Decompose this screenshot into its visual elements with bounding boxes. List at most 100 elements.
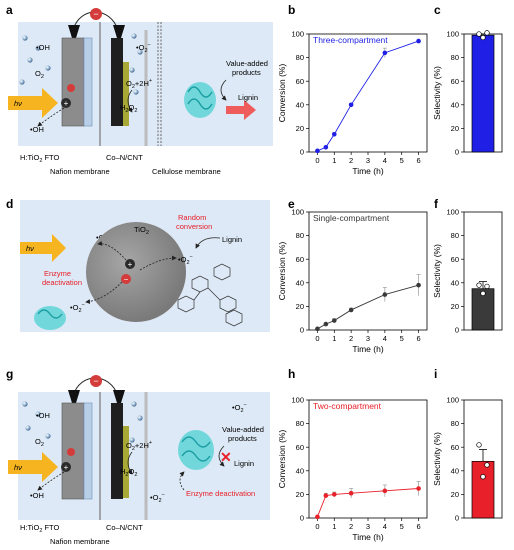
panel-label-h: h	[288, 367, 295, 381]
x-tick-label: 2	[349, 522, 353, 531]
y-tick-label: 40	[296, 466, 304, 475]
y-axis-label: Conversion (%)	[277, 64, 287, 123]
bubble	[22, 35, 28, 41]
clamp-left	[68, 390, 80, 403]
light-arrow	[20, 234, 66, 262]
oh-arrow	[37, 471, 65, 491]
bubble	[131, 33, 137, 39]
superoxide-arrow	[139, 255, 177, 271]
tio2-label: TiO2	[134, 225, 149, 236]
x-tick-label: 6	[416, 334, 420, 343]
data-point	[416, 486, 421, 491]
replicate-point	[476, 442, 482, 448]
data-point	[331, 318, 337, 323]
y-axis-label: Conversion (%)	[277, 242, 287, 301]
cathode	[111, 403, 123, 499]
electron-circle-2	[67, 448, 75, 456]
diagram-d: d hν •OH TiO2 + − Random conversion Enzy…	[6, 197, 270, 332]
series-line	[317, 488, 419, 517]
random-label: Random	[178, 213, 206, 222]
y-tick-label: 20	[451, 124, 459, 133]
x-tick-label: 2	[349, 156, 353, 165]
y-tick-label: 40	[451, 278, 459, 287]
chart-c: 0 20 40 60 80 100 Selectivity (%)	[432, 30, 503, 157]
y-tick-label: 80	[451, 231, 459, 240]
oh-arrow	[37, 107, 65, 127]
x-tick-label: 5	[400, 522, 404, 531]
o2-label: O2	[35, 69, 44, 80]
nafion-label: Nafion membrane	[50, 537, 110, 546]
y-tick-label: 100	[446, 208, 459, 217]
x-tick-label: 3	[366, 334, 370, 343]
bubble	[45, 433, 51, 439]
y-axis-label: Selectivity (%)	[432, 432, 442, 486]
oh-label-1: •OH	[36, 411, 50, 420]
x-tick-label: 4	[383, 156, 387, 165]
hv-label: hν	[26, 244, 34, 253]
y-tick-label: 0	[455, 514, 459, 523]
products-label-2: products	[232, 68, 261, 77]
data-point	[331, 132, 337, 137]
x-axis-label: Time (h)	[352, 532, 383, 542]
y-tick-label: 60	[296, 255, 304, 264]
output-arrow	[226, 100, 256, 120]
bubble	[27, 57, 33, 63]
nafion-label: Nafion membrane	[50, 167, 110, 176]
replicate-point	[480, 34, 486, 41]
products-label: Value-added	[226, 59, 268, 68]
replicate-point	[476, 31, 482, 37]
y-tick-label: 0	[455, 326, 459, 335]
tio2-particle	[86, 222, 186, 322]
data-point	[315, 514, 320, 520]
bar	[471, 461, 495, 519]
oh-label-2: •OH	[30, 491, 44, 500]
y-tick-label: 60	[451, 255, 459, 264]
h2o2-label: H2O2	[120, 103, 137, 114]
y-tick-label: 20	[451, 490, 459, 499]
superoxide-label-2: •O2−	[150, 492, 165, 504]
bubble	[137, 49, 143, 55]
y-tick-label: 20	[451, 302, 459, 311]
oh-arrow	[97, 240, 127, 261]
light-arrow	[8, 452, 58, 482]
cathode-coating	[123, 62, 129, 126]
x-axis-label: Time (h)	[352, 166, 383, 176]
hole-sign: +	[128, 260, 133, 269]
x-tick-label: 5	[400, 156, 404, 165]
x-tick-label: 6	[416, 522, 420, 531]
chart-h: 0 20 40 60 80 100 Conversion (%) 0 1 2 3 4 5 6 Time (h…	[277, 396, 428, 542]
lignin-label: Lignin	[222, 235, 242, 244]
enzyme-deactivation-label: Enzyme deactivation	[186, 489, 255, 498]
reduction-arrow	[127, 89, 133, 113]
electron-sign: −	[93, 9, 98, 19]
photoanode-label: H:TiO2 FTO	[20, 523, 59, 534]
hole-sign: +	[64, 463, 69, 472]
x-tick-label: 4	[383, 334, 387, 343]
electrolyte-bg-right	[213, 22, 273, 146]
x-tick-label: 3	[366, 522, 370, 531]
superoxide-arrow-2	[85, 281, 123, 304]
bubble	[22, 401, 28, 407]
panel-label-b: b	[288, 3, 295, 17]
bubble	[35, 45, 41, 51]
y-tick-label: 80	[296, 419, 304, 428]
x-tick-label: 0	[315, 522, 319, 531]
data-point	[331, 492, 337, 497]
replicate-point	[484, 462, 490, 468]
enzyme-icon	[184, 82, 216, 118]
y-tick-label: 60	[296, 77, 304, 86]
o2-label: O2	[35, 437, 44, 448]
o2-reaction-label: O2+2H+	[126, 440, 152, 452]
cathode-label: Co–N/CNT	[106, 523, 143, 532]
bubble	[45, 65, 51, 71]
bubble	[133, 89, 139, 95]
cathode-coating	[123, 426, 129, 498]
hole-sign: +	[64, 99, 69, 108]
panel-label-d: d	[6, 197, 13, 211]
chart-title: Two-compartment	[313, 401, 382, 411]
y-tick-label: 0	[455, 148, 459, 157]
enzyme-deactivation-label: Enzyme	[44, 269, 71, 278]
plot-frame	[308, 211, 428, 331]
lignin-arrow	[220, 79, 227, 101]
